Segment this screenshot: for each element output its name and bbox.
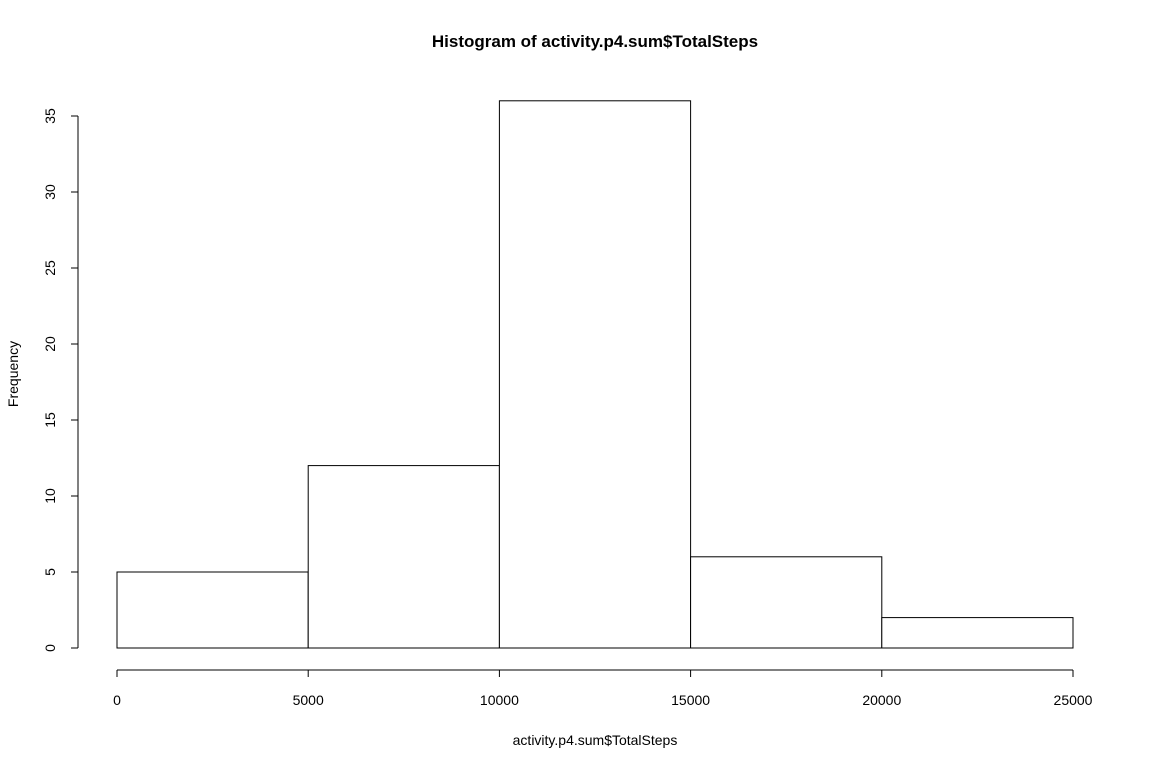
histogram-bar <box>881 617 1074 649</box>
y-tick-label: 35 <box>42 108 58 124</box>
x-tick-label: 25000 <box>1054 692 1093 708</box>
x-tick-label: 20000 <box>862 692 901 708</box>
chart-title: Histogram of activity.p4.sum$TotalSteps <box>432 32 758 51</box>
y-axis-label: Frequency <box>5 341 21 407</box>
y-axis: 0 5 10 15 20 25 30 35 <box>42 108 79 652</box>
x-axis-label: activity.p4.sum$TotalSteps <box>513 732 678 748</box>
histogram-bar <box>498 100 692 649</box>
histogram-bar <box>307 465 500 649</box>
x-tick-label: 5000 <box>293 692 324 708</box>
y-tick-label: 0 <box>42 644 58 652</box>
y-tick-label: 10 <box>42 488 58 504</box>
histogram-bar <box>690 556 883 649</box>
y-tick-label: 15 <box>42 412 58 428</box>
x-tick-label: 10000 <box>480 692 519 708</box>
y-tick-label: 20 <box>42 336 58 352</box>
bars-group <box>116 100 1074 649</box>
y-tick-label: 25 <box>42 260 58 276</box>
x-tick-label: 0 <box>113 692 121 708</box>
x-tick-label: 15000 <box>671 692 710 708</box>
x-axis: 0 5000 10000 15000 20000 25000 <box>113 669 1093 708</box>
histogram-bar <box>116 571 309 649</box>
y-tick-label: 5 <box>42 568 58 576</box>
y-tick-label: 30 <box>42 184 58 200</box>
